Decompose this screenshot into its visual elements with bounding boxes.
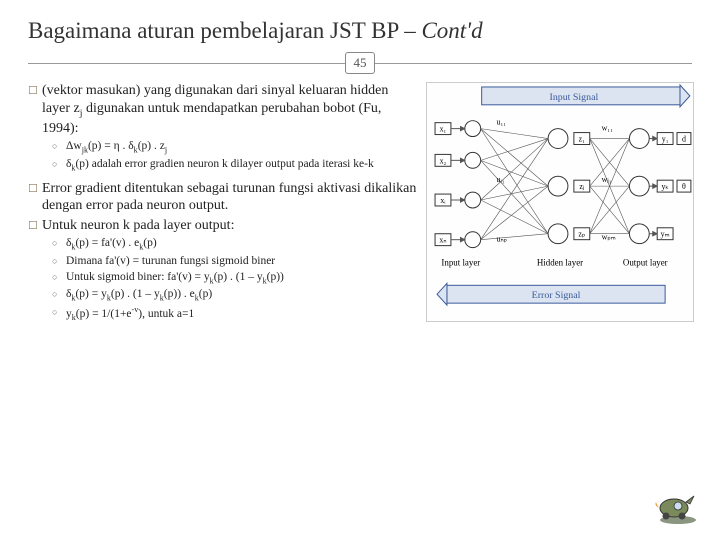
circle-bullet-icon: ○: [52, 305, 66, 324]
bullet-2-text: Error gradient ditentukan sebagai turuna…: [42, 180, 418, 215]
error-signal-label: Error Signal: [532, 290, 581, 301]
sub-3a: ○ δk(p) = fa'(v) . ek(p): [52, 236, 418, 253]
input-signal-label: Input Signal: [550, 92, 599, 103]
bullet-1-text: (vektor masukan) yang digunakan dari sin…: [42, 82, 418, 137]
svg-text:x₁: x₁: [440, 125, 447, 134]
square-bullet-icon: ☐: [28, 82, 42, 137]
svg-text:θ: θ: [682, 182, 686, 191]
svg-text:zⱼ: zⱼ: [579, 182, 584, 191]
input-layer-label: Input layer: [441, 257, 480, 267]
svg-text:w₁₁: w₁₁: [602, 124, 613, 133]
circle-bullet-icon: ○: [52, 139, 66, 156]
sub-1a: ○ Δwjk(p) = η . δk(p) . zj: [52, 139, 418, 156]
svg-text:wₚₘ: wₚₘ: [602, 233, 616, 242]
svg-text:u₁₁: u₁₁: [497, 118, 507, 127]
bullet-1: ☐ (vektor masukan) yang digunakan dari s…: [28, 82, 418, 137]
input-layer: x₁ x₂ xᵢ xₙ: [435, 121, 481, 248]
circle-bullet-icon: ○: [52, 236, 66, 253]
page-number: 45: [354, 55, 367, 71]
sub-3e: ○ yk(p) = 1/(1+e-v), untuk a=1: [52, 305, 418, 324]
text-content: ☐ (vektor masukan) yang digunakan dari s…: [28, 82, 418, 330]
svg-text:d: d: [682, 135, 686, 144]
bullet-2: ☐ Error gradient ditentukan sebagai turu…: [28, 180, 418, 215]
sub-3c: ○ Untuk sigmoid biner: fa'(v) = yk(p) . …: [52, 270, 418, 287]
sub-1b: ○ δk(p) adalah error gradien neuron k di…: [52, 157, 418, 174]
svg-text:uᵢ₁: uᵢ₁: [497, 175, 505, 184]
neural-network-diagram: Input Signal x₁ x₂ xᵢ xₙ: [426, 82, 694, 322]
svg-text:zₚ: zₚ: [578, 230, 585, 239]
svg-text:xₙ: xₙ: [439, 236, 446, 245]
nn-svg: Input Signal x₁ x₂ xᵢ xₙ: [427, 83, 693, 321]
connections-ih: [481, 129, 548, 240]
title-text: Bagaimana aturan pembelajaran JST BP –: [28, 18, 421, 43]
page-number-badge: 45: [345, 52, 375, 74]
svg-text:xᵢ: xᵢ: [440, 196, 446, 205]
sub-3d: ○ δk(p) = yk(p) . (1 – yk(p)) . ek(p): [52, 287, 418, 304]
rocket-icon: [654, 486, 702, 526]
output-layer: y₁ yₖ yₘ d θ: [629, 129, 690, 244]
square-bullet-icon: ☐: [28, 217, 42, 235]
slide-title: Bagaimana aturan pembelajaran JST BP – C…: [28, 18, 692, 44]
output-layer-label: Output layer: [623, 257, 668, 267]
svg-text:z₁: z₁: [579, 135, 586, 144]
circle-bullet-icon: ○: [52, 254, 66, 269]
circle-bullet-icon: ○: [52, 287, 66, 304]
hidden-layer-label: Hidden layer: [537, 257, 583, 267]
sub-3b: ○ Dimana fa'(v) = turunan fungsi sigmoid…: [52, 254, 418, 269]
svg-text:y₁: y₁: [662, 135, 669, 144]
connections-ho: [590, 139, 630, 234]
circle-bullet-icon: ○: [52, 270, 66, 287]
bullet-3: ☐ Untuk neuron k pada layer output:: [28, 217, 418, 235]
square-bullet-icon: ☐: [28, 180, 42, 215]
svg-text:x₂: x₂: [440, 156, 447, 165]
circle-bullet-icon: ○: [52, 157, 66, 174]
title-italic: Cont'd: [421, 18, 482, 43]
svg-text:uₙₚ: uₙₚ: [497, 235, 508, 244]
bullet-3-text: Untuk neuron k pada layer output:: [42, 217, 418, 235]
title-divider: 45: [28, 50, 692, 76]
hidden-layer: z₁ zⱼ zₚ: [548, 129, 590, 244]
svg-text:yₘ: yₘ: [661, 230, 670, 239]
svg-text:wⱼ₁: wⱼ₁: [602, 175, 612, 184]
svg-text:yₖ: yₖ: [661, 182, 668, 191]
